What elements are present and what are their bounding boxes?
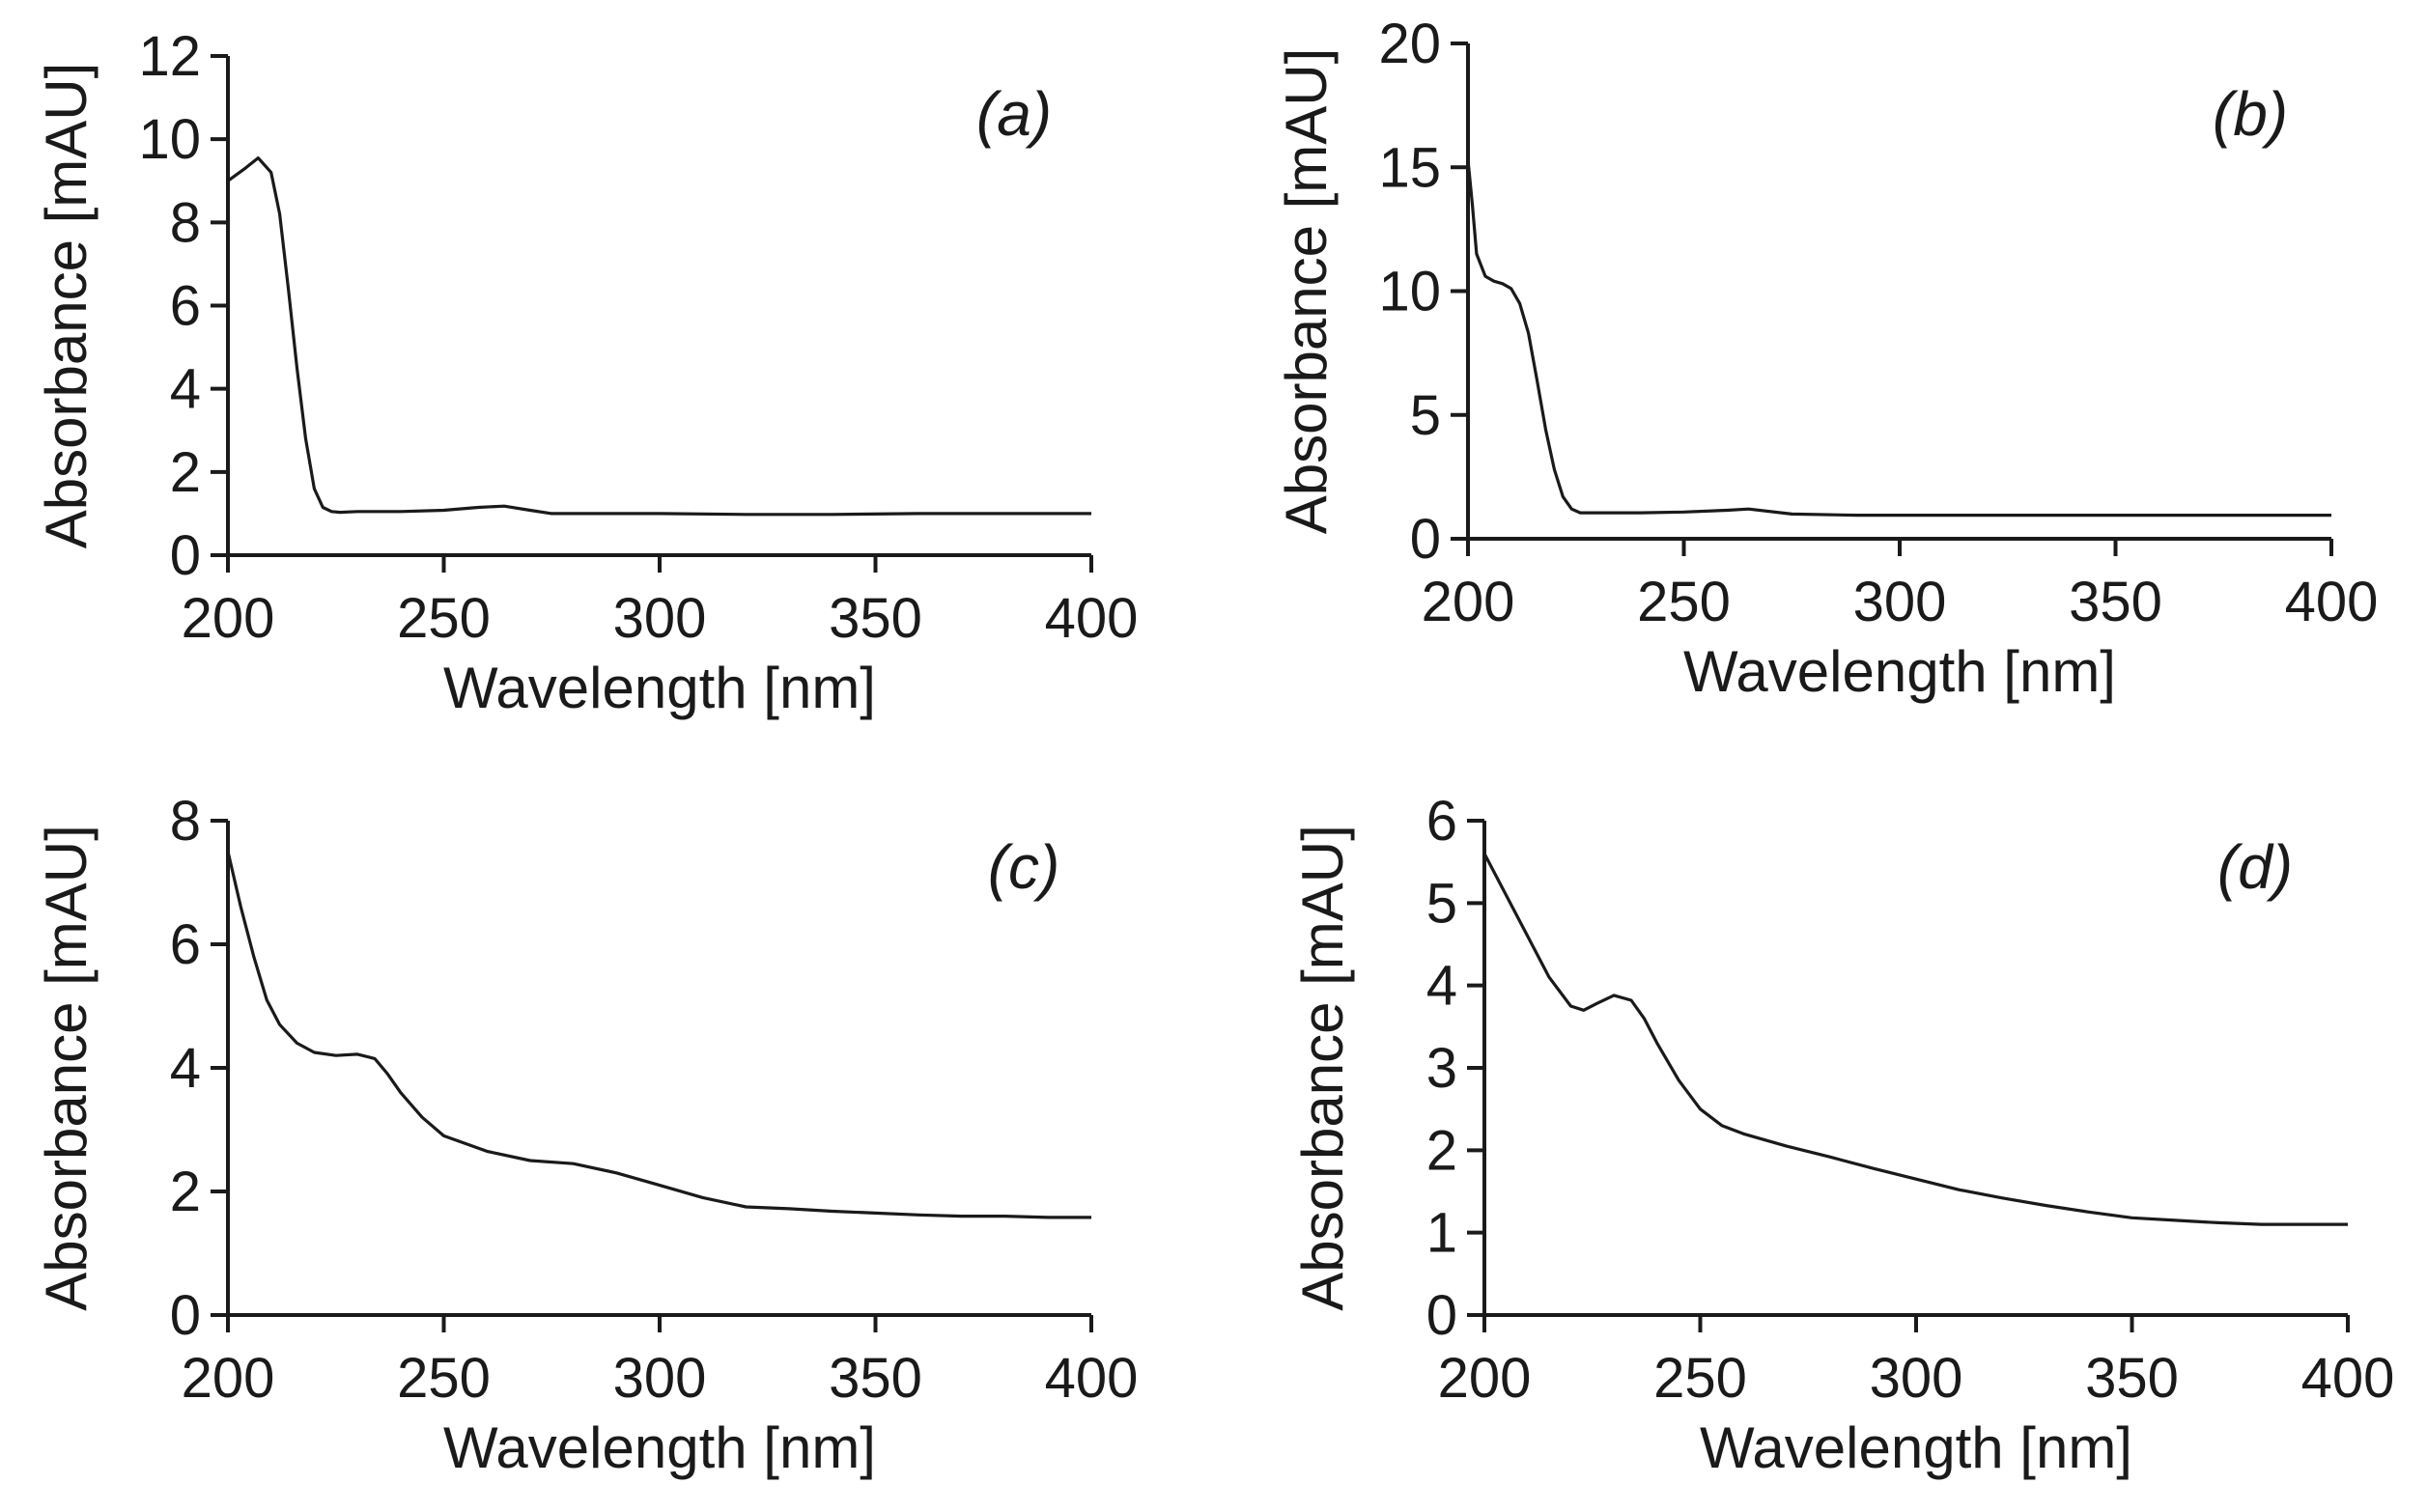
panel-a-y-axis-label: Absorbance [mAU] [34, 63, 99, 549]
panel-c-x-tick-label: 400 [1045, 1347, 1139, 1410]
panel-c-spectrum-line [226, 851, 1091, 1219]
panel-a-x-tick-label: 300 [613, 587, 707, 650]
panel-b-tag: (b) [2213, 79, 2288, 149]
panel-b: 0 5 10 15 20 200 250 300 350 400 Wavelength [nm] Ab… [1274, 13, 2378, 704]
panel-a-y-tick-label: 12 [138, 25, 201, 88]
panel-a-x-tick-label: 200 [182, 587, 275, 650]
panel-b-x-tick-label: 400 [2285, 571, 2379, 633]
panel-b-y-tick-label: 5 [1410, 384, 1441, 447]
panel-a-x-tick-label: 400 [1045, 587, 1139, 650]
panel-d-y-axis-label: Absorbance [mAU] [1290, 825, 1355, 1311]
panel-d-y-tick-label: 5 [1426, 872, 1457, 935]
panel-b-y-tick-label: 10 [1378, 261, 1441, 323]
panel-c-tag: (c) [988, 832, 1060, 902]
panel-d-x-tick-label: 300 [1870, 1347, 1963, 1410]
panel-d-x-tick-label: 250 [1653, 1347, 1747, 1410]
panel-b-x-tick-label: 200 [1422, 571, 1515, 633]
panel-a-y-tick-label: 6 [170, 275, 201, 338]
panel-c-x-tick-label: 300 [613, 1347, 707, 1410]
panel-c-y-tick-label: 2 [170, 1161, 201, 1223]
panel-c-y-tick-label: 0 [170, 1284, 201, 1347]
panel-b-y-tick-label: 0 [1410, 508, 1441, 571]
panel-b-x-tick-label: 250 [1637, 571, 1731, 633]
panel-c-y-tick-label: 4 [170, 1037, 201, 1100]
panel-d-tag: (d) [2217, 832, 2293, 902]
panel-d-y-tick-label: 2 [1426, 1119, 1457, 1182]
panel-a-y-tick-label: 10 [138, 108, 201, 171]
panel-d-y-tick-label: 3 [1426, 1037, 1457, 1100]
panel-b-y-tick-label: 15 [1378, 136, 1441, 199]
panel-c-x-axis-label: Wavelength [nm] [443, 1415, 876, 1480]
panel-c-x-tick-label: 200 [182, 1347, 275, 1410]
panel-d-x-tick-label: 200 [1438, 1347, 1532, 1410]
panel-d-x-tick-label: 400 [2301, 1347, 2395, 1410]
panel-a-y-tick-label: 2 [170, 441, 201, 504]
panel-b-x-tick-label: 300 [1853, 571, 1947, 633]
panel-a-x-tick-label: 250 [397, 587, 491, 650]
panel-a-y-tick-label: 4 [170, 358, 201, 421]
panel-a-tag: (a) [976, 79, 1052, 149]
panel-d-x-tick-label: 350 [2085, 1347, 2179, 1410]
panel-b-spectrum-line [1466, 159, 2331, 518]
panel-c-y-tick-label: 8 [170, 790, 201, 853]
panel-a-x-axis-label: Wavelength [nm] [443, 656, 876, 720]
panel-a-y-tick-label: 8 [170, 191, 201, 254]
panel-c-x-tick-label: 350 [829, 1347, 922, 1410]
panel-d-spectrum-line [1482, 853, 2348, 1226]
panel-c: 0 2 4 6 8 200 250 300 350 400 Wavelength [nm] Absor… [34, 790, 1138, 1480]
panel-c-y-axis-label: Absorbance [mAU] [34, 825, 99, 1311]
panel-b-x-axis-label: Wavelength [nm] [1683, 639, 2116, 704]
panel-b-x-tick-label: 350 [2069, 571, 2162, 633]
panel-c-y-tick-label: 6 [170, 913, 201, 976]
panel-a: 0 2 4 6 8 10 12 200 250 300 350 400 Wavelength [nm] A… [34, 25, 1138, 720]
panel-a-spectrum-line [227, 156, 1091, 517]
panel-d: 0 1 2 3 4 5 6 200 250 300 350 400 Wavelength [nm] Abs… [1290, 790, 2394, 1480]
panel-d-y-tick-label: 1 [1426, 1202, 1457, 1265]
panel-d-y-tick-label: 6 [1426, 790, 1457, 853]
panel-d-x-axis-label: Wavelength [nm] [1700, 1415, 2132, 1480]
panel-a-y-tick-label: 0 [170, 524, 201, 587]
panel-d-y-tick-label: 4 [1426, 955, 1457, 1018]
panel-a-x-tick-label: 350 [829, 587, 922, 650]
panel-c-x-tick-label: 250 [397, 1347, 491, 1410]
panel-b-y-axis-label: Absorbance [mAU] [1274, 48, 1339, 535]
panel-b-y-tick-label: 20 [1378, 13, 1441, 75]
panel-d-y-tick-label: 0 [1426, 1284, 1457, 1347]
